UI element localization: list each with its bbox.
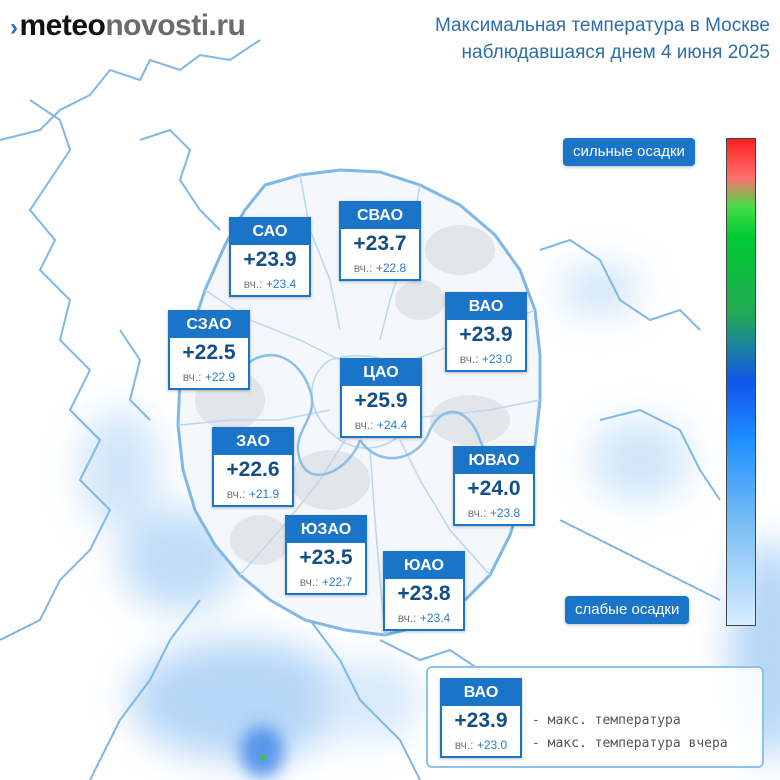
legend-district-yesterday: вч.: +23.0 — [442, 736, 520, 754]
district-yesterday: вч.: +23.4 — [385, 609, 463, 627]
logo-text-meteo: meteo — [19, 9, 106, 42]
yesterday-value: +21.9 — [248, 487, 280, 501]
yesterday-value: +23.8 — [489, 506, 521, 520]
district-card-zao: ЗАО +22.6 вч.: +21.9 — [212, 427, 294, 507]
yesterday-prefix: вч.: — [459, 352, 479, 366]
district-name: ЮАО — [385, 553, 463, 579]
district-yesterday: вч.: +22.9 — [170, 368, 248, 386]
district-card-yuvao: ЮВАО +24.0 вч.: +23.8 — [453, 446, 535, 526]
legend-sample-card: ВАО +23.9 вч.: +23.0 — [440, 678, 522, 758]
district-yesterday: вч.: +23.4 — [231, 275, 309, 293]
page-title: Максимальная температура в Москве наблюд… — [435, 12, 770, 66]
legend-desc-yesterday: - макс. температура вчера — [532, 736, 728, 751]
scale-label-light: слабые осадки — [565, 596, 690, 624]
yesterday-prefix: вч.: — [353, 261, 373, 275]
yesterday-value: +22.8 — [375, 261, 407, 275]
district-card-cao: ЦАО +25.9 вч.: +24.4 — [340, 358, 422, 438]
district-yesterday: вч.: +24.4 — [342, 416, 420, 434]
district-temp: +22.5 — [182, 341, 236, 364]
district-yesterday: вч.: +22.7 — [287, 573, 365, 591]
logo-chevron-icon: › — [10, 14, 18, 41]
legend-district-name: ВАО — [442, 680, 520, 706]
district-yesterday: вч.: +23.8 — [455, 504, 533, 522]
legend-desc-temp: - макс. температура — [532, 713, 681, 728]
site-logo[interactable]: ›meteonovosti.ru — [10, 8, 246, 46]
yesterday-prefix: вч.: — [182, 370, 202, 384]
yesterday-value: +24.4 — [376, 418, 408, 432]
yesterday-value: +22.9 — [204, 370, 236, 384]
yesterday-value: +23.0 — [481, 352, 513, 366]
yesterday-prefix: вч.: — [454, 738, 474, 752]
district-name: САО — [231, 219, 309, 245]
district-card-yuao: ЮАО +23.8 вч.: +23.4 — [383, 551, 465, 631]
district-yesterday: вч.: +23.0 — [447, 350, 525, 368]
district-card-yuzao: ЮЗАО +23.5 вч.: +22.7 — [285, 515, 367, 595]
scale-label-heavy: сильные осадки — [563, 138, 695, 166]
district-name: ЦАО — [342, 360, 420, 386]
district-name: ЗАО — [214, 429, 292, 455]
yesterday-prefix: вч.: — [397, 611, 417, 625]
district-temp: +23.9 — [243, 248, 297, 271]
district-name: ВАО — [447, 294, 525, 320]
yesterday-prefix: вч.: — [299, 575, 319, 589]
district-temp: +23.9 — [459, 323, 513, 346]
district-temp: +23.8 — [397, 582, 451, 605]
district-temp: +25.9 — [354, 389, 408, 412]
yesterday-prefix: вч.: — [467, 506, 487, 520]
district-name: ЮВАО — [455, 448, 533, 474]
district-temp: +22.6 — [226, 458, 280, 481]
yesterday-prefix: вч.: — [354, 418, 374, 432]
district-card-sao: САО +23.9 вч.: +23.4 — [229, 217, 311, 297]
precip-hotspot — [260, 754, 266, 760]
yesterday-value: +23.4 — [265, 277, 297, 291]
district-name: ЮЗАО — [287, 517, 365, 543]
yesterday-value: +23.4 — [419, 611, 451, 625]
district-temp: +24.0 — [467, 477, 521, 500]
district-temp: +23.5 — [299, 546, 353, 569]
precipitation-scale-bar — [726, 138, 756, 626]
yesterday-prefix: вч.: — [226, 487, 246, 501]
yesterday-value: +22.7 — [321, 575, 353, 589]
yesterday-prefix: вч.: — [243, 277, 263, 291]
district-card-svao: СВАО +23.7 вч.: +22.8 — [339, 201, 421, 281]
district-yesterday: вч.: +22.8 — [341, 259, 419, 277]
legend-box: ВАО +23.9 вч.: +23.0 - макс. температура… — [426, 666, 764, 768]
district-name: СЗАО — [170, 312, 248, 338]
district-card-vao: ВАО +23.9 вч.: +23.0 — [445, 292, 527, 372]
legend-district-temp: +23.9 — [454, 709, 508, 732]
district-name: СВАО — [341, 203, 419, 229]
title-line-1: Максимальная температура в Москве — [434, 15, 770, 36]
logo-text-novosti: novosti.ru — [105, 9, 246, 42]
district-temp: +23.7 — [353, 232, 407, 255]
district-yesterday: вч.: +21.9 — [214, 485, 292, 503]
title-line-2: наблюдавшаяся днем 4 июня 2025 — [461, 42, 770, 63]
district-card-szao: СЗАО +22.5 вч.: +22.9 — [168, 310, 250, 390]
yesterday-value: +23.0 — [476, 738, 508, 752]
